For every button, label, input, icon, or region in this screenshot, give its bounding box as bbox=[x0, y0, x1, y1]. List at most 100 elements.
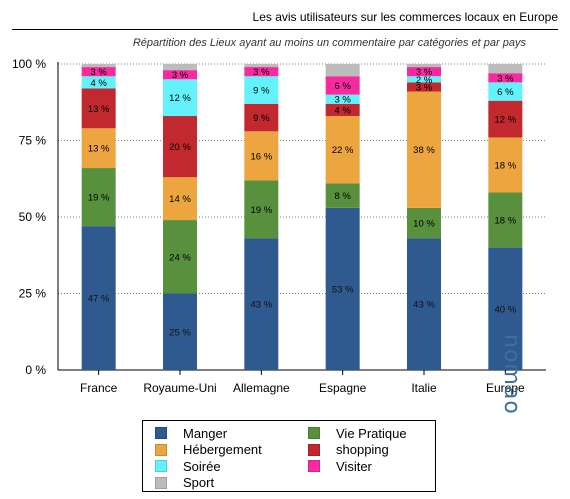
x-tick-label: Europe bbox=[486, 381, 525, 395]
bar-segment bbox=[81, 226, 116, 370]
bar-segment bbox=[163, 293, 197, 370]
y-tick-label: 75 % bbox=[19, 134, 47, 148]
bar-segment bbox=[407, 76, 441, 83]
legend-item: shopping bbox=[308, 442, 389, 458]
data-label: 8 % bbox=[334, 191, 351, 202]
legend-label: Manger bbox=[183, 425, 228, 441]
bar-segment bbox=[163, 116, 197, 178]
data-label: 4 % bbox=[334, 105, 351, 116]
bar-segment bbox=[81, 128, 116, 169]
data-label: 22 % bbox=[332, 145, 354, 156]
chart-subtitle: Répartition des Lieux ayant au moins un … bbox=[132, 37, 526, 49]
bar-segment bbox=[488, 82, 523, 101]
x-tick-label: Espagne bbox=[319, 381, 367, 395]
bar-segment bbox=[325, 116, 360, 184]
bar-segment bbox=[81, 76, 116, 89]
data-label: 3 % bbox=[334, 95, 351, 106]
legend-item: Soirée bbox=[155, 458, 221, 474]
y-tick-label: 50 % bbox=[19, 210, 47, 224]
data-label: 3 % bbox=[172, 70, 189, 81]
data-label: 18 % bbox=[495, 160, 517, 171]
bar-segment bbox=[81, 88, 116, 129]
legend-swatch bbox=[308, 427, 320, 439]
legend-swatch bbox=[155, 460, 167, 472]
bar-segment bbox=[244, 64, 279, 68]
data-label: 9 % bbox=[253, 86, 270, 97]
x-tick-label: Royaume-Uni bbox=[143, 381, 216, 395]
bar-segment bbox=[325, 94, 360, 104]
bar-segment bbox=[325, 103, 360, 117]
bar-segment bbox=[407, 67, 441, 77]
bar-segment bbox=[325, 207, 360, 370]
bar-segment bbox=[325, 183, 360, 208]
bar-segment bbox=[325, 76, 360, 95]
data-label: 14 % bbox=[169, 194, 191, 205]
bar-segment bbox=[407, 238, 441, 370]
bar-segment bbox=[488, 137, 523, 193]
data-label: 12 % bbox=[169, 93, 191, 104]
legend-swatch bbox=[308, 443, 320, 456]
chart-legend: Manger Vie Pratique Hébergement shopping Soi… bbox=[142, 420, 436, 492]
data-label: 43 % bbox=[251, 300, 273, 311]
y-tick-label: 25 % bbox=[19, 287, 47, 301]
data-label: 3 % bbox=[497, 73, 514, 84]
legend-label: shopping bbox=[336, 442, 389, 457]
bar-segment bbox=[81, 168, 116, 227]
bar-segment bbox=[407, 91, 441, 208]
data-label: 9 % bbox=[253, 113, 270, 124]
data-label: 4 % bbox=[90, 78, 107, 89]
legend-label: Visiter bbox=[336, 458, 372, 474]
bar-segment bbox=[163, 220, 197, 294]
bar-segment bbox=[407, 207, 441, 239]
data-label: 3 % bbox=[90, 67, 107, 78]
bar-segment bbox=[244, 103, 279, 132]
data-label: 38 % bbox=[413, 145, 435, 156]
data-label: 47 % bbox=[88, 294, 110, 305]
data-label: 3 % bbox=[416, 82, 433, 93]
y-tick-label: 0 % bbox=[25, 363, 46, 377]
legend-item: Hébergement bbox=[155, 442, 262, 458]
bar-segment bbox=[163, 79, 197, 117]
legend-swatch bbox=[155, 476, 167, 489]
legend-item: Manger bbox=[155, 425, 227, 441]
legend-item: Visiter bbox=[308, 458, 372, 474]
data-label: 16 % bbox=[251, 151, 273, 162]
bar-segment bbox=[244, 238, 279, 370]
bar-segment bbox=[488, 64, 523, 74]
bar-segment bbox=[81, 64, 116, 68]
y-tick-label: 100 % bbox=[12, 57, 46, 71]
legend-item: Sport bbox=[155, 475, 214, 491]
bar-segment bbox=[244, 76, 279, 104]
data-label: 19 % bbox=[251, 205, 273, 216]
legend-swatch bbox=[155, 443, 167, 456]
data-label: 2 % bbox=[416, 75, 433, 86]
bar-segment bbox=[81, 67, 116, 77]
bar-segment bbox=[325, 64, 360, 77]
x-tick-label: Italie bbox=[411, 381, 437, 395]
bar-segment bbox=[488, 247, 523, 370]
data-label: 3 % bbox=[253, 67, 270, 78]
data-label: 43 % bbox=[413, 300, 435, 311]
legend-label: Hébergement bbox=[183, 442, 262, 457]
data-label: 13 % bbox=[88, 144, 110, 155]
data-label: 53 % bbox=[332, 284, 354, 295]
bar-segment bbox=[244, 131, 279, 181]
legend-label: Sport bbox=[183, 475, 215, 490]
bar-segment bbox=[488, 73, 523, 83]
bar-segment bbox=[407, 82, 441, 92]
bar-segment bbox=[488, 192, 523, 248]
data-label: 19 % bbox=[88, 193, 110, 204]
data-label: 3 % bbox=[416, 67, 433, 78]
bar-segment bbox=[163, 177, 197, 221]
bar-segment bbox=[244, 180, 279, 239]
legend-label: Vie Pratique bbox=[336, 425, 407, 441]
brand-logo: nomao bbox=[499, 334, 524, 415]
chart-title: Les avis utilisateurs sur les commerces … bbox=[252, 10, 558, 24]
data-label: 6 % bbox=[497, 87, 514, 98]
bar-segment bbox=[244, 67, 279, 77]
data-label: 12 % bbox=[495, 115, 517, 126]
data-label: 20 % bbox=[169, 142, 191, 153]
x-tick-label: Allemagne bbox=[233, 381, 290, 395]
legend-label: Soirée bbox=[183, 458, 221, 474]
data-label: 10 % bbox=[413, 219, 435, 230]
